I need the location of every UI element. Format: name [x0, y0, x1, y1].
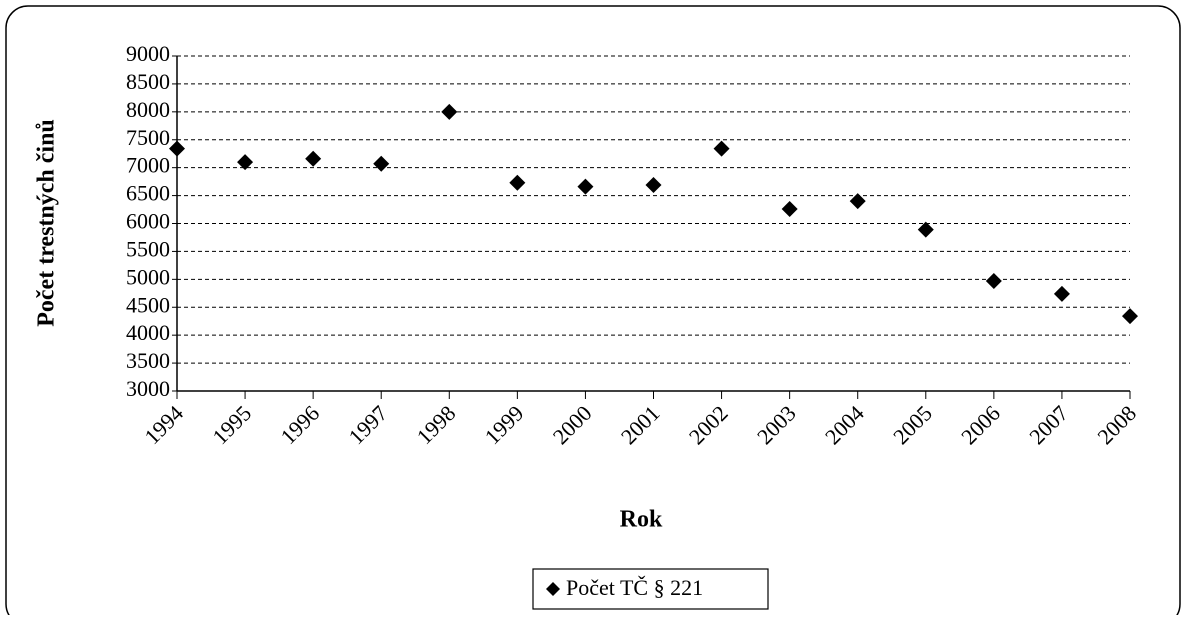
marker — [577, 178, 594, 195]
y-axis-label: Počet trestných činů — [34, 119, 60, 327]
legend: Počet TČ § 221 — [532, 568, 769, 610]
marker — [237, 154, 254, 171]
marker — [1053, 285, 1070, 302]
y-tick-label: 4500 — [126, 292, 170, 317]
legend-marker — [546, 582, 560, 596]
legend-box — [532, 568, 769, 610]
marker — [441, 103, 458, 120]
marker — [305, 150, 322, 167]
y-tick-label: 8000 — [126, 97, 170, 122]
marker — [509, 174, 526, 191]
y-tick-label: 3000 — [126, 376, 170, 401]
y-tick-label: 5500 — [126, 236, 170, 261]
marker — [985, 273, 1002, 290]
y-tick-label: 6500 — [126, 181, 170, 206]
legend-label: Počet TČ § 221 — [566, 575, 703, 600]
marker — [849, 193, 866, 210]
x-axis-label: Rok — [620, 507, 663, 533]
y-tick-label: 9000 — [126, 41, 170, 66]
marker — [373, 155, 390, 172]
y-tick-label: 3500 — [126, 348, 170, 373]
y-tick-label: 5000 — [126, 264, 170, 289]
y-tick-label: 8500 — [126, 69, 170, 94]
marker — [169, 140, 185, 157]
marker — [645, 176, 662, 193]
y-tick-label: 7000 — [126, 153, 170, 178]
marker — [1122, 308, 1138, 325]
marker — [713, 140, 730, 157]
y-tick-label: 4000 — [126, 320, 170, 345]
chart-border — [5, 5, 1181, 620]
y-tick-label: 6000 — [126, 209, 170, 234]
marker — [781, 200, 798, 217]
y-tick-label: 7500 — [126, 125, 170, 150]
marker — [917, 221, 934, 238]
